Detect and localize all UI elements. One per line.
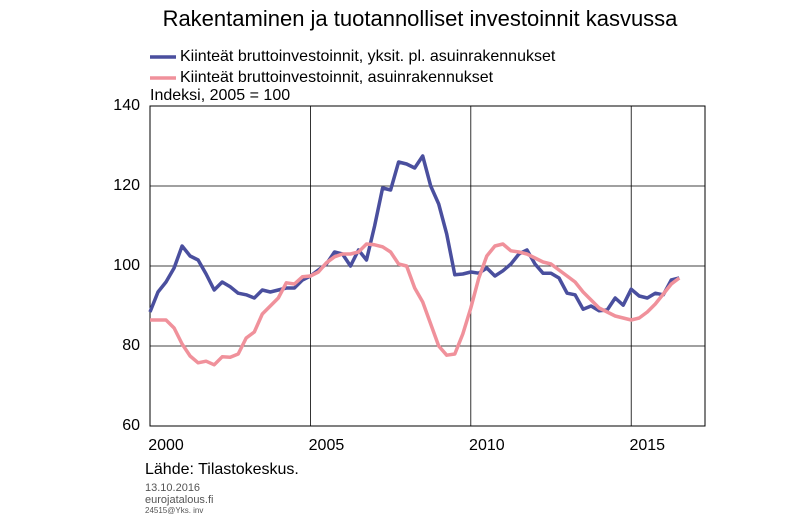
x-tick-label: 2000 bbox=[148, 437, 184, 454]
y-axis-label: Indeksi, 2005 = 100 bbox=[150, 87, 290, 104]
data-line bbox=[150, 242, 681, 367]
source: Lähde: Tilastokeskus. bbox=[145, 461, 299, 478]
footer: 13.10.2016 bbox=[145, 482, 200, 494]
x-tick-label: 2005 bbox=[309, 437, 345, 454]
y-tick-label: 80 bbox=[122, 337, 140, 354]
plot-frame bbox=[149, 105, 706, 427]
y-tick-label: 100 bbox=[113, 257, 140, 274]
legend-label: Kiinteät bruttoinvestoinnit, asuinrakenn… bbox=[180, 69, 494, 86]
legend-label: Kiinteät bruttoinvestoinnit, yksit. pl. … bbox=[180, 48, 556, 65]
y-tick-label: 140 bbox=[113, 97, 140, 114]
footer: eurojatalous.fi bbox=[145, 494, 214, 506]
footer: 24515@Yks. inv bbox=[145, 506, 203, 515]
x-tick-label: 2010 bbox=[469, 437, 505, 454]
x-tick-label: 2015 bbox=[629, 437, 665, 454]
data-line bbox=[148, 154, 680, 313]
chart-title: Rakentaminen ja tuotannolliset investoin… bbox=[163, 6, 679, 31]
y-tick-label: 60 bbox=[122, 417, 140, 434]
y-tick-label: 120 bbox=[113, 177, 140, 194]
